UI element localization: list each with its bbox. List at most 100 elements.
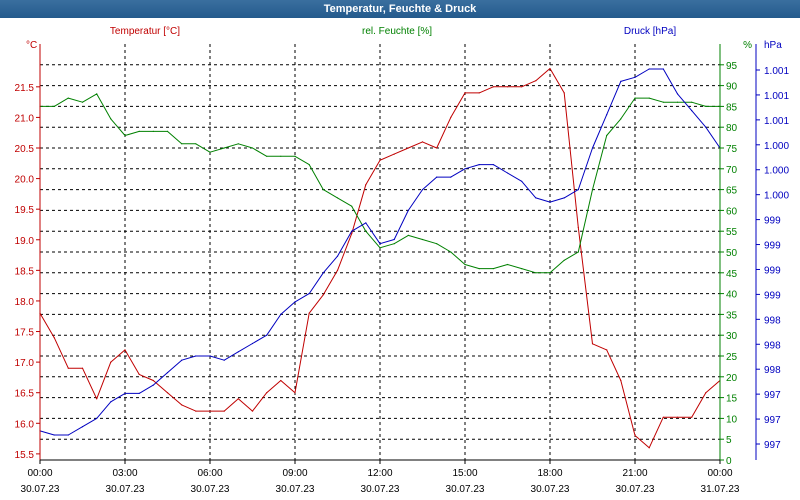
humidity-tick-label: 45 xyxy=(726,269,738,280)
data-point-pressure xyxy=(266,334,268,336)
data-point-temperature xyxy=(181,404,183,406)
data-point-humidity xyxy=(407,234,409,236)
data-point-pressure xyxy=(251,342,254,345)
temperature-tick-label: 16.0 xyxy=(15,419,35,430)
humidity-tick-label: 80 xyxy=(726,123,738,134)
data-point-pressure xyxy=(53,434,55,436)
data-point-temperature xyxy=(620,379,622,382)
data-point-temperature xyxy=(124,349,126,351)
data-point-pressure xyxy=(591,147,594,149)
data-point-temperature xyxy=(606,349,608,351)
data-point-pressure xyxy=(478,164,480,166)
data-point-humidity xyxy=(506,263,509,266)
data-point-humidity xyxy=(535,272,537,274)
x-tick-label-time: 06:00 xyxy=(197,468,222,479)
data-point-pressure xyxy=(421,189,424,191)
x-tick-label-time: 12:00 xyxy=(367,468,392,479)
data-point-humidity xyxy=(223,147,225,149)
data-point-pressure xyxy=(237,351,239,353)
data-point-humidity xyxy=(266,155,268,157)
data-point-temperature xyxy=(266,392,268,394)
pressure-tick-label: 1.001 xyxy=(764,91,789,102)
data-point-humidity xyxy=(620,118,622,120)
data-point-pressure xyxy=(322,272,324,274)
pressure-tick-label: 999 xyxy=(764,290,781,301)
data-point-humidity xyxy=(676,101,679,103)
data-point-humidity xyxy=(421,238,424,241)
data-point-humidity xyxy=(336,197,339,199)
data-point-pressure xyxy=(535,197,537,199)
x-tick-label-date: 30.07.23 xyxy=(616,484,655,495)
legend-pressure: Druck [hPa] xyxy=(624,26,676,37)
data-point-temperature xyxy=(421,141,424,143)
data-point-humidity xyxy=(648,97,650,99)
data-point-temperature xyxy=(81,367,84,369)
humidity-tick-label: 85 xyxy=(726,102,738,113)
humidity-tick-label: 70 xyxy=(726,165,738,176)
data-point-temperature xyxy=(152,379,154,382)
data-point-pressure xyxy=(436,176,438,178)
data-point-temperature xyxy=(138,373,140,375)
data-point-pressure xyxy=(691,110,693,112)
humidity-tick-label: 95 xyxy=(726,61,738,72)
x-tick-label-time: 00:00 xyxy=(707,468,732,479)
data-point-pressure xyxy=(294,301,296,303)
temperature-tick-label: 17.0 xyxy=(15,358,35,369)
data-point-pressure xyxy=(351,230,353,232)
x-tick-label-time: 15:00 xyxy=(452,468,477,479)
temperature-tick-label: 16.5 xyxy=(15,389,35,400)
x-tick-label-date: 30.07.23 xyxy=(191,484,230,495)
chart-title: Temperatur, Feuchte & Druck xyxy=(0,0,800,18)
data-point-pressure xyxy=(521,180,523,182)
data-point-humidity xyxy=(308,164,310,166)
data-point-humidity xyxy=(436,243,438,245)
data-point-temperature xyxy=(506,86,509,88)
data-point-pressure xyxy=(407,209,409,211)
data-point-humidity xyxy=(662,101,664,103)
legend-temperature: Temperatur [°C] xyxy=(110,26,180,37)
pressure-unit-label: hPa xyxy=(764,40,782,51)
data-point-temperature xyxy=(393,153,395,155)
humidity-tick-label: 40 xyxy=(726,290,738,301)
pressure-tick-label: 998 xyxy=(764,340,781,351)
data-point-pressure xyxy=(379,243,381,245)
data-point-humidity xyxy=(379,247,381,249)
x-tick-label-date: 30.07.23 xyxy=(361,484,400,495)
data-point-humidity xyxy=(365,230,367,232)
data-point-pressure xyxy=(81,426,84,428)
humidity-tick-label: 0 xyxy=(726,456,732,467)
data-point-humidity xyxy=(96,93,98,95)
data-point-pressure xyxy=(138,392,140,394)
data-point-humidity xyxy=(294,155,296,157)
data-point-humidity xyxy=(351,205,353,207)
data-point-humidity xyxy=(606,134,608,137)
data-point-pressure xyxy=(96,417,98,419)
x-tick-label-date: 31.07.23 xyxy=(701,484,740,495)
humidity-tick-label: 35 xyxy=(726,310,738,321)
data-point-temperature xyxy=(379,159,381,161)
x-tick-label-date: 30.07.23 xyxy=(276,484,315,495)
data-point-humidity xyxy=(110,118,112,120)
data-point-humidity xyxy=(393,243,395,245)
x-tick-label-time: 21:00 xyxy=(622,468,647,479)
data-point-humidity xyxy=(81,101,84,103)
x-tick-label-date: 30.07.23 xyxy=(106,484,145,495)
data-point-temperature xyxy=(549,67,551,70)
x-tick-label-date: 30.07.23 xyxy=(446,484,485,495)
data-point-temperature xyxy=(634,434,636,437)
data-point-temperature xyxy=(563,92,565,94)
x-tick-label-time: 09:00 xyxy=(282,468,307,479)
data-point-humidity xyxy=(280,155,282,157)
data-point-pressure xyxy=(676,93,679,95)
axis-labels: 00:00 30.07.23 03:00 30.07.23 06:00 30.07.23 0… xyxy=(15,26,790,495)
data-point-temperature xyxy=(492,86,494,88)
data-point-temperature xyxy=(407,147,409,149)
humidity-tick-label: 10 xyxy=(726,414,738,425)
humidity-tick-label: 65 xyxy=(726,186,738,197)
data-point-pressure xyxy=(67,434,69,436)
data-point-temperature xyxy=(336,269,339,271)
data-point-temperature xyxy=(322,294,324,296)
data-point-pressure xyxy=(166,372,169,374)
data-point-temperature xyxy=(223,410,225,412)
data-point-pressure xyxy=(549,201,551,203)
